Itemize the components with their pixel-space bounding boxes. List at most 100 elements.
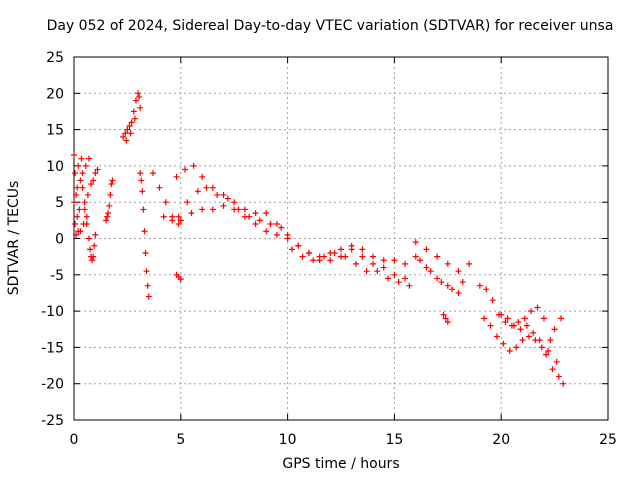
data-point bbox=[199, 206, 206, 213]
data-point bbox=[177, 276, 184, 283]
data-point bbox=[380, 257, 387, 264]
y-tick-label: 20 bbox=[46, 86, 64, 102]
data-point bbox=[71, 152, 77, 159]
data-point bbox=[160, 213, 167, 220]
data-point bbox=[327, 257, 334, 264]
series-band-late-3 bbox=[498, 311, 562, 380]
data-point bbox=[487, 322, 494, 329]
y-tick-label: -10 bbox=[41, 304, 64, 320]
data-point bbox=[549, 366, 556, 373]
data-point bbox=[320, 253, 327, 260]
data-point bbox=[305, 250, 312, 257]
data-point bbox=[144, 282, 151, 289]
y-tick-label: 15 bbox=[46, 123, 64, 139]
data-point bbox=[402, 275, 409, 282]
data-point bbox=[108, 181, 115, 188]
data-point bbox=[220, 191, 227, 198]
y-tick-label: -20 bbox=[41, 377, 64, 393]
y-tick-label: -5 bbox=[50, 268, 64, 284]
data-point bbox=[78, 155, 85, 162]
data-point bbox=[359, 246, 366, 253]
data-point bbox=[493, 333, 500, 340]
data-point bbox=[434, 253, 441, 260]
data-point bbox=[145, 293, 152, 300]
data-point bbox=[442, 315, 449, 322]
data-point bbox=[310, 257, 317, 264]
data-point bbox=[536, 337, 543, 344]
data-point bbox=[175, 213, 182, 220]
data-point bbox=[476, 282, 483, 289]
data-point bbox=[241, 213, 248, 220]
x-tick-label: 25 bbox=[599, 432, 617, 448]
data-point bbox=[137, 170, 144, 177]
data-point bbox=[423, 246, 430, 253]
data-point bbox=[85, 155, 92, 162]
data-point bbox=[543, 351, 550, 358]
data-point bbox=[139, 188, 146, 195]
data-point bbox=[363, 268, 370, 275]
data-point bbox=[374, 268, 381, 275]
data-point bbox=[515, 318, 522, 325]
data-point bbox=[123, 137, 130, 144]
data-point bbox=[74, 213, 81, 220]
data-point bbox=[540, 315, 547, 322]
series-sat-b bbox=[88, 166, 101, 188]
y-tick-label: -25 bbox=[41, 413, 64, 429]
data-point bbox=[156, 184, 163, 191]
data-point bbox=[370, 260, 377, 267]
data-point bbox=[241, 206, 248, 213]
y-tick-label: 10 bbox=[46, 159, 64, 175]
data-point bbox=[406, 282, 413, 289]
data-point bbox=[316, 257, 323, 264]
data-point bbox=[135, 90, 142, 97]
data-point bbox=[348, 246, 355, 253]
data-point bbox=[267, 220, 274, 227]
data-point bbox=[455, 268, 462, 275]
data-point bbox=[481, 315, 488, 322]
data-point bbox=[136, 93, 143, 100]
data-point bbox=[338, 253, 344, 260]
data-point bbox=[140, 206, 147, 213]
data-point bbox=[391, 257, 398, 264]
data-point bbox=[273, 220, 280, 227]
series-sat-c bbox=[103, 177, 116, 224]
data-point bbox=[511, 322, 518, 329]
x-tick-label: 20 bbox=[492, 432, 510, 448]
data-point bbox=[395, 279, 402, 286]
data-point bbox=[384, 275, 391, 282]
series-sat-a bbox=[85, 231, 99, 264]
data-point bbox=[79, 170, 86, 177]
data-point bbox=[72, 170, 79, 177]
data-point bbox=[528, 308, 535, 315]
data-point bbox=[483, 286, 490, 293]
data-point bbox=[555, 373, 562, 380]
data-point bbox=[137, 104, 144, 111]
data-point bbox=[231, 199, 238, 206]
data-point bbox=[92, 231, 99, 238]
series-band-1 bbox=[173, 162, 473, 275]
data-point bbox=[502, 318, 509, 325]
data-point bbox=[278, 224, 285, 231]
data-point bbox=[87, 246, 94, 253]
data-point bbox=[380, 264, 387, 271]
data-point bbox=[284, 235, 291, 242]
data-point bbox=[169, 217, 176, 224]
data-point bbox=[138, 177, 145, 184]
data-point bbox=[77, 177, 84, 184]
x-tick-label: 0 bbox=[70, 432, 79, 448]
series-band-late-2 bbox=[481, 315, 565, 355]
data-point bbox=[444, 282, 451, 289]
data-point bbox=[143, 268, 150, 275]
data-point bbox=[455, 289, 462, 296]
data-point bbox=[92, 170, 99, 177]
series-sat-e bbox=[137, 170, 152, 300]
data-point bbox=[427, 268, 434, 275]
data-point bbox=[83, 213, 90, 220]
data-point bbox=[127, 130, 134, 137]
data-point bbox=[489, 297, 496, 304]
data-point bbox=[106, 202, 113, 209]
data-point bbox=[105, 210, 112, 217]
data-point bbox=[263, 210, 270, 217]
data-point bbox=[71, 199, 77, 206]
